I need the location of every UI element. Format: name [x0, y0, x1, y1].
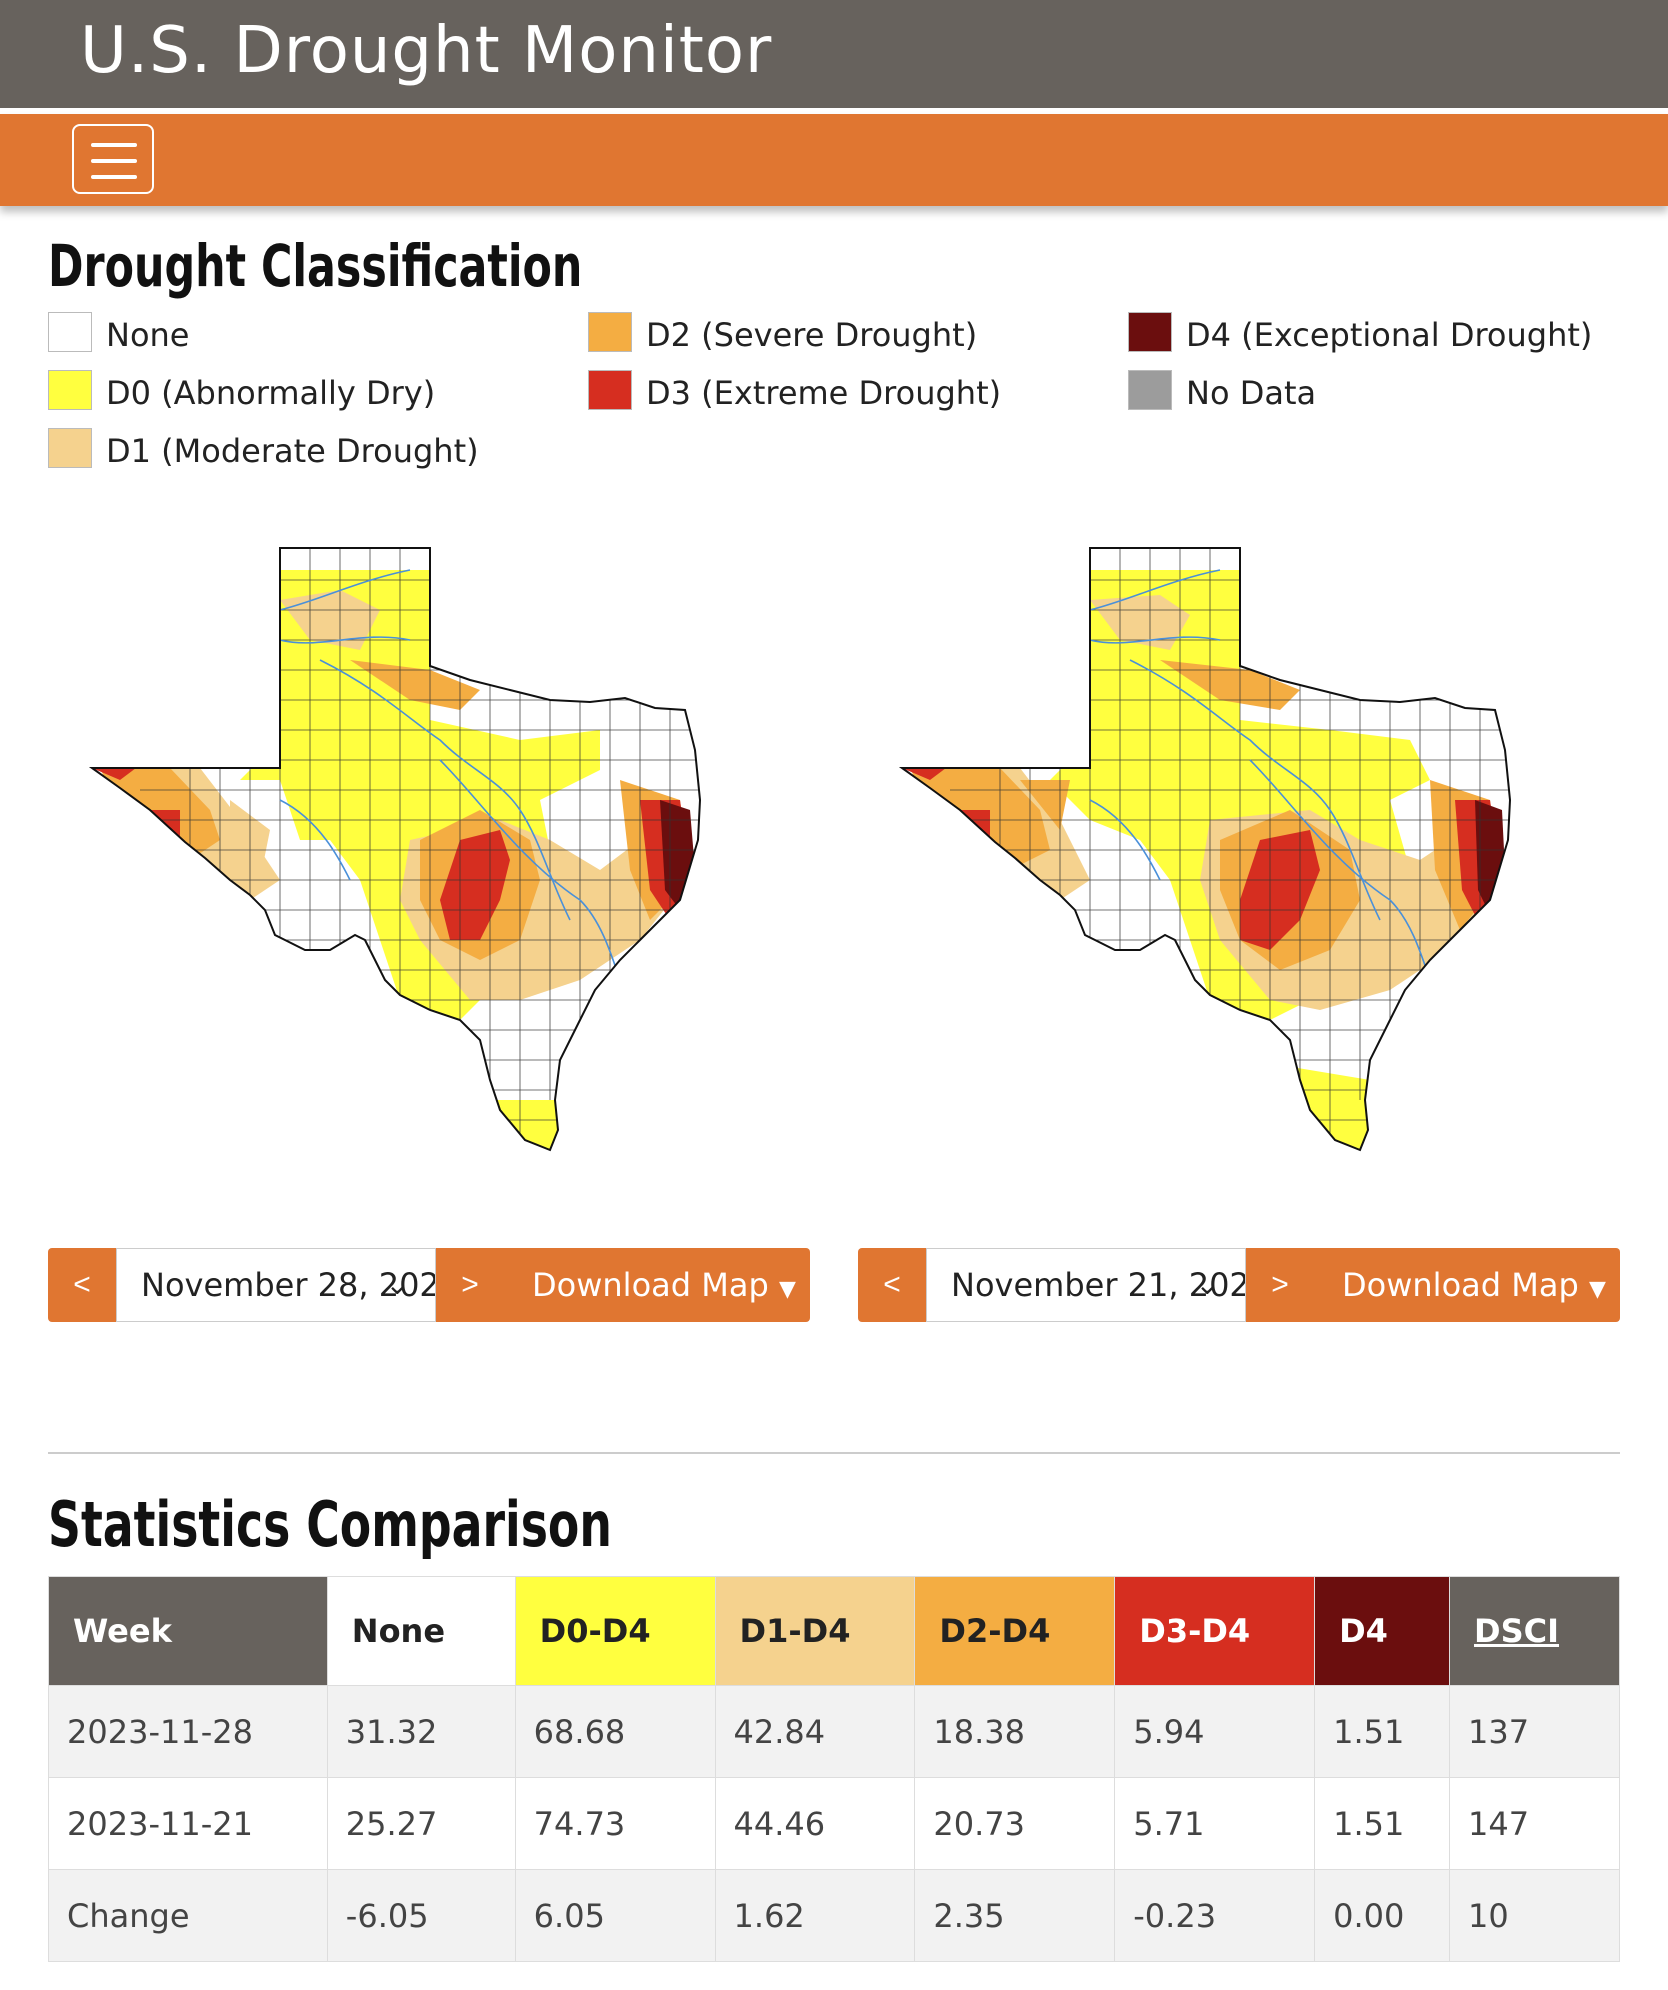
table-cell: 74.73	[514, 1777, 716, 1870]
chevron-down-icon: ⌄	[385, 1268, 409, 1301]
table-cell: 31.32	[326, 1685, 516, 1778]
drought-map-current	[88, 547, 702, 1152]
date-select-value: November 21, 2023	[951, 1266, 1246, 1304]
download-map-label: Download Map	[532, 1266, 769, 1304]
table-cell: 1.51	[1314, 1777, 1451, 1870]
table-cell: Change	[48, 1869, 328, 1962]
next-week-button[interactable]: >	[1271, 1268, 1289, 1301]
date-select-value: November 28, 2023	[141, 1266, 436, 1304]
table-cell: 20.73	[914, 1777, 1116, 1870]
caret-down-icon: ▼	[1588, 1277, 1606, 1302]
column-header-d3-d4[interactable]: D3-D4	[1114, 1576, 1316, 1686]
table-cell: 25.27	[326, 1777, 516, 1870]
column-header-d1-d4[interactable]: D1-D4	[714, 1576, 916, 1686]
table-cell: 2.35	[914, 1869, 1116, 1962]
column-header-none[interactable]: None	[326, 1576, 516, 1686]
site-title: U.S. Drought Monitor	[80, 14, 773, 88]
site-header: U.S. Drought Monitor	[0, 0, 1668, 108]
legend-swatch	[588, 370, 632, 410]
table-cell: 137	[1449, 1685, 1620, 1778]
date-select[interactable]: November 28, 2023 ⌄	[116, 1248, 436, 1322]
table-cell: 2023-11-21	[48, 1777, 328, 1870]
legend-title: Drought Classification	[48, 232, 583, 300]
chevron-down-icon: ⌄	[1195, 1268, 1219, 1301]
column-header-d2-d4[interactable]: D2-D4	[914, 1576, 1116, 1686]
download-map-label: Download Map	[1342, 1266, 1579, 1304]
table-cell: 1.62	[714, 1869, 916, 1962]
table-cell: 68.68	[514, 1685, 716, 1778]
table-row: Change -6.05 6.05 1.62 2.35 -0.23 0.00 1…	[48, 1869, 1620, 1962]
table-cell: 2023-11-28	[48, 1685, 328, 1778]
hamburger-menu-button[interactable]	[72, 124, 154, 194]
table-cell: 10	[1449, 1869, 1620, 1962]
table-cell: -0.23	[1114, 1869, 1316, 1962]
table-cell: 0.00	[1314, 1869, 1451, 1962]
prev-week-button[interactable]: <	[73, 1268, 91, 1301]
table-cell: 6.05	[514, 1869, 716, 1962]
column-header-week[interactable]: Week	[48, 1576, 328, 1686]
caret-down-icon: ▼	[778, 1277, 796, 1302]
prev-week-button[interactable]: <	[883, 1268, 901, 1301]
table-cell: 42.84	[714, 1685, 916, 1778]
legend-swatch	[1128, 370, 1172, 410]
date-select[interactable]: November 21, 2023 ⌄	[926, 1248, 1246, 1322]
header-divider	[0, 108, 1668, 114]
download-map-button[interactable]: Download Map ▼	[1342, 1248, 1606, 1322]
next-week-button[interactable]: >	[461, 1268, 479, 1301]
legend-swatch	[48, 370, 92, 410]
map-controls-previous: < November 21, 2023 ⌄ > Download Map ▼	[858, 1248, 1620, 1322]
legend-swatch	[48, 428, 92, 468]
legend-swatch	[48, 312, 92, 352]
statistics-table: Week None D0-D4 D1-D4 D2-D4 D3-D4 D4 DSC…	[48, 1576, 1620, 1962]
table-cell: 44.46	[714, 1777, 916, 1870]
map-controls-current: < November 28, 2023 ⌄ > Download Map ▼	[48, 1248, 810, 1322]
table-cell: -6.05	[326, 1869, 516, 1962]
table-cell: 1.51	[1314, 1685, 1451, 1778]
table-cell: 18.38	[914, 1685, 1116, 1778]
section-divider	[48, 1452, 1620, 1454]
drought-map-previous	[898, 547, 1512, 1152]
legend-swatch	[588, 312, 632, 352]
table-cell: 147	[1449, 1777, 1620, 1870]
table-cell: 5.94	[1114, 1685, 1316, 1778]
dsci-link[interactable]: DSCI	[1449, 1576, 1620, 1686]
download-map-button[interactable]: Download Map ▼	[532, 1248, 796, 1322]
legend-swatch	[1128, 312, 1172, 352]
hamburger-icon	[91, 143, 137, 147]
column-header-d4[interactable]: D4	[1314, 1576, 1451, 1686]
table-row: 2023-11-28 31.32 68.68 42.84 18.38 5.94 …	[48, 1685, 1620, 1778]
stats-title: Statistics Comparison	[48, 1488, 612, 1561]
table-row: 2023-11-21 25.27 74.73 44.46 20.73 5.71 …	[48, 1777, 1620, 1870]
column-header-d0-d4[interactable]: D0-D4	[514, 1576, 716, 1686]
nav-bar	[0, 114, 1668, 206]
table-header-row: Week None D0-D4 D1-D4 D2-D4 D3-D4 D4 DSC…	[48, 1576, 1620, 1686]
table-cell: 5.71	[1114, 1777, 1316, 1870]
